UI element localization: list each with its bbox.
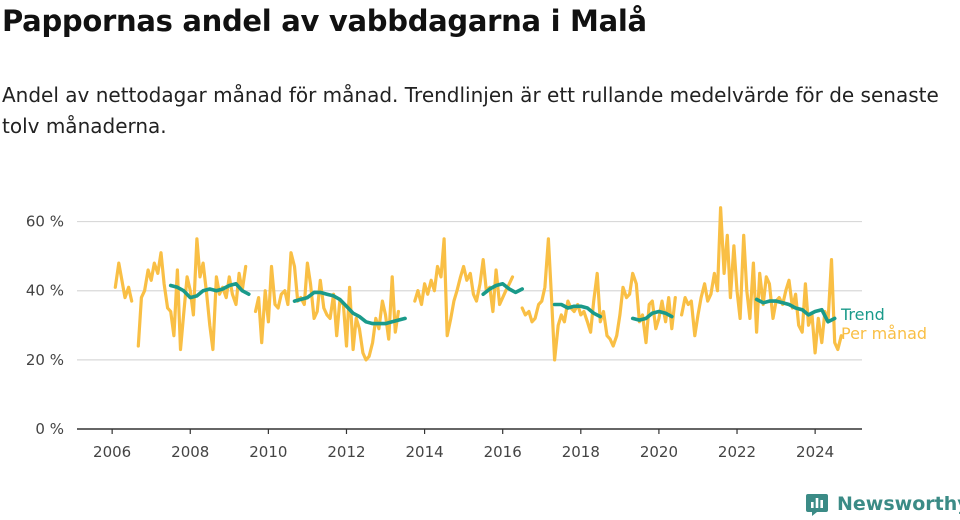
y-tick-label: 0 % bbox=[35, 420, 64, 438]
trend-line-segment bbox=[168, 282, 251, 300]
trend-line-segment bbox=[292, 290, 407, 326]
y-axis-labels: 0 % 20 % 40 % 60 % bbox=[26, 213, 64, 438]
monthly-line-segment bbox=[136, 237, 248, 352]
x-tick-label: 2024 bbox=[796, 443, 834, 461]
series-monthly bbox=[113, 206, 843, 362]
bar-chart-logo-icon bbox=[806, 494, 828, 516]
x-tick-label: 2010 bbox=[249, 443, 287, 461]
x-tick-label: 2016 bbox=[484, 443, 522, 461]
x-tick-label: 2018 bbox=[562, 443, 600, 461]
x-tick-label: 2008 bbox=[171, 443, 209, 461]
x-tick-label: 2006 bbox=[93, 443, 131, 461]
x-tick-label: 2020 bbox=[640, 443, 678, 461]
series-trend bbox=[168, 282, 837, 326]
chart-title: Pappornas andel av vabbdagarna i Malå bbox=[2, 4, 647, 38]
monthly-line-segment bbox=[413, 237, 515, 338]
brand-logo[interactable]: Newsworthy bbox=[805, 489, 960, 519]
trend-line-segment bbox=[630, 309, 674, 322]
y-tick-label: 40 % bbox=[26, 282, 64, 300]
x-axis-ticks: 2006 2008 2010 2012 2014 2016 2018 2020 2022 2024 bbox=[93, 429, 834, 461]
monthly-line-segment bbox=[520, 237, 677, 362]
monthly-line-segment bbox=[113, 261, 134, 303]
monthly-line-segment bbox=[253, 251, 400, 362]
y-tick-label: 20 % bbox=[26, 351, 64, 369]
monthly-line-segment bbox=[680, 206, 843, 355]
x-tick-label: 2012 bbox=[327, 443, 365, 461]
legend-trend-label: Trend bbox=[840, 305, 885, 324]
trend-line-segment bbox=[552, 302, 603, 319]
trend-line-segment bbox=[481, 282, 524, 296]
y-tick-label: 60 % bbox=[26, 213, 64, 231]
x-tick-label: 2014 bbox=[405, 443, 443, 461]
brand-name: Newsworthy bbox=[837, 493, 960, 515]
trend-line-segment bbox=[754, 297, 837, 324]
legend-monthly-label: Per månad bbox=[841, 324, 927, 343]
chart-subtitle: Andel av nettodagar månad för månad. Tre… bbox=[2, 83, 939, 138]
x-tick-label: 2022 bbox=[718, 443, 756, 461]
